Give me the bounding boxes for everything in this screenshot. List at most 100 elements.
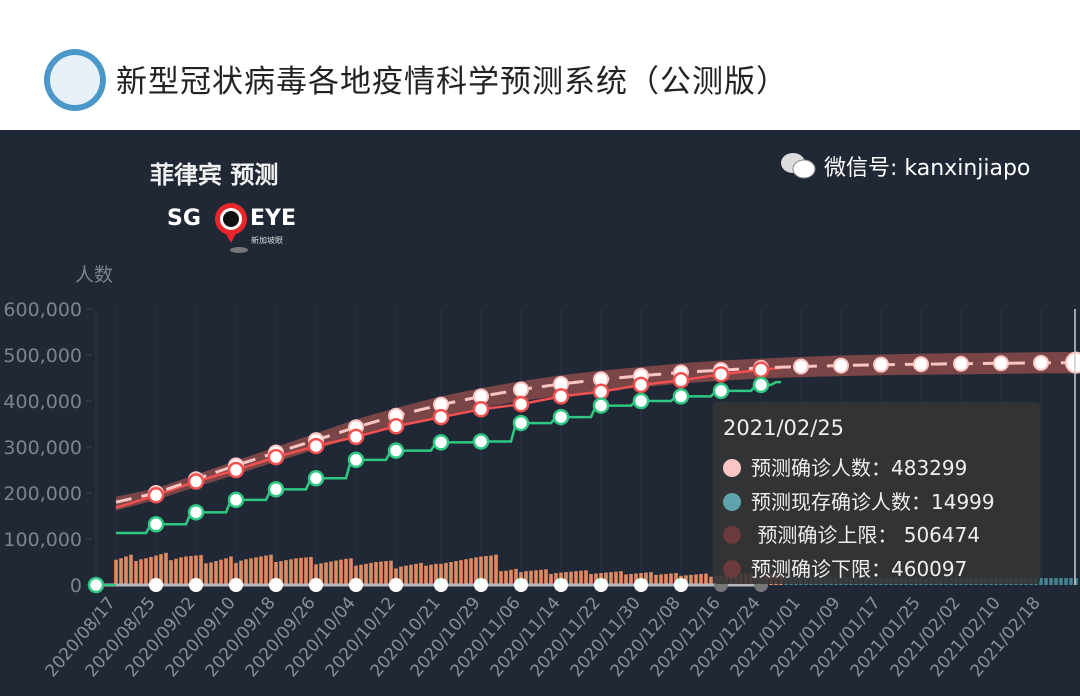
bar [259, 556, 263, 585]
bar [564, 572, 568, 585]
confirmed-point [672, 372, 690, 389]
bar [704, 573, 708, 585]
bar [709, 576, 713, 585]
wechat-icon [780, 152, 816, 180]
bar-predicted [1044, 578, 1048, 585]
bar [439, 563, 443, 585]
bar [669, 573, 673, 585]
bar [589, 573, 593, 585]
bar [139, 559, 143, 585]
green-point [187, 504, 205, 521]
bar [659, 574, 663, 585]
bar [544, 569, 548, 585]
confirmed-point [227, 461, 245, 479]
zero-point [594, 578, 608, 592]
confirmed-point [752, 361, 770, 378]
predicted-point [1065, 351, 1080, 374]
tooltip-value: 460097 [891, 557, 968, 581]
bar [269, 554, 273, 585]
bar [379, 561, 383, 585]
bar [239, 560, 243, 585]
bar [369, 562, 373, 585]
bar [689, 574, 693, 585]
green-point [307, 470, 325, 487]
tooltip-value: 506474 [903, 523, 981, 547]
bar [334, 560, 338, 585]
bar [204, 563, 208, 585]
header: 新型冠状病毒各地疫情科学预测系统（公测版） [0, 0, 1080, 130]
bar [489, 555, 493, 585]
bar [274, 562, 278, 585]
confirmed-point [267, 448, 285, 466]
bar [299, 557, 303, 585]
tooltip-row-active: 预测现存确诊人数：14999 [723, 486, 995, 515]
bar [494, 554, 498, 585]
bar-predicted [1039, 578, 1043, 585]
bar [404, 565, 408, 585]
bar [124, 556, 128, 585]
bar-predicted [1049, 578, 1053, 585]
zero-point [269, 578, 283, 592]
tooltip-row-upper: 预测确诊上限： 506474 [723, 519, 980, 548]
bar [229, 556, 233, 585]
bar [549, 573, 553, 585]
bar [364, 563, 368, 585]
predicted-point [793, 358, 809, 375]
eye-pin-icon [215, 203, 248, 253]
confirmed-point [187, 473, 205, 490]
bar [479, 556, 483, 585]
zero-point [674, 578, 688, 592]
tooltip-label: 预测确诊人数： [751, 456, 891, 480]
tooltip-value: 483299 [891, 456, 968, 480]
confirmed-point [632, 376, 650, 394]
bar [649, 572, 653, 585]
bar [134, 561, 138, 585]
bar [144, 558, 148, 585]
bar [594, 573, 598, 585]
bar [384, 561, 388, 585]
tooltip-label: 预测确诊上限： [751, 523, 904, 547]
zero-point [349, 578, 363, 592]
green-point [387, 442, 405, 459]
tooltip-value: 14999 [931, 490, 995, 514]
bar [354, 565, 358, 585]
sg-eye-logo: SG EYE 新加坡眼 [167, 200, 307, 256]
brand-right: EYE [250, 206, 296, 231]
bar-predicted [1054, 578, 1058, 585]
zero-point [554, 578, 568, 592]
predicted-point [993, 355, 1009, 372]
bar [219, 559, 223, 585]
bar [619, 571, 623, 585]
tooltip-label: 预测确诊下限： [751, 557, 891, 581]
green-point [552, 408, 570, 426]
bar [674, 573, 678, 585]
bar [509, 569, 513, 585]
bar [329, 561, 333, 585]
bar [694, 574, 698, 585]
bar [159, 554, 163, 585]
brand-left: SG [167, 206, 201, 231]
bar [149, 556, 153, 585]
bar [319, 563, 323, 585]
green-point [752, 376, 770, 394]
zero-point [474, 578, 488, 592]
bar [189, 556, 193, 585]
bar [174, 558, 178, 585]
bar [459, 560, 463, 585]
zero-point [514, 578, 528, 592]
bar [294, 558, 298, 585]
bar [409, 564, 413, 585]
bar [454, 561, 458, 585]
bar [449, 562, 453, 585]
bar [424, 565, 428, 585]
tooltip-row-predicted: 预测确诊人数：483299 [723, 452, 967, 481]
legend-dot-icon [723, 526, 741, 544]
bar [284, 560, 288, 585]
bar [184, 556, 188, 585]
bar [539, 569, 543, 585]
bar [434, 563, 438, 585]
bar [534, 570, 538, 585]
y-tick-label: 600,000 [3, 299, 82, 321]
green-point [227, 491, 245, 509]
